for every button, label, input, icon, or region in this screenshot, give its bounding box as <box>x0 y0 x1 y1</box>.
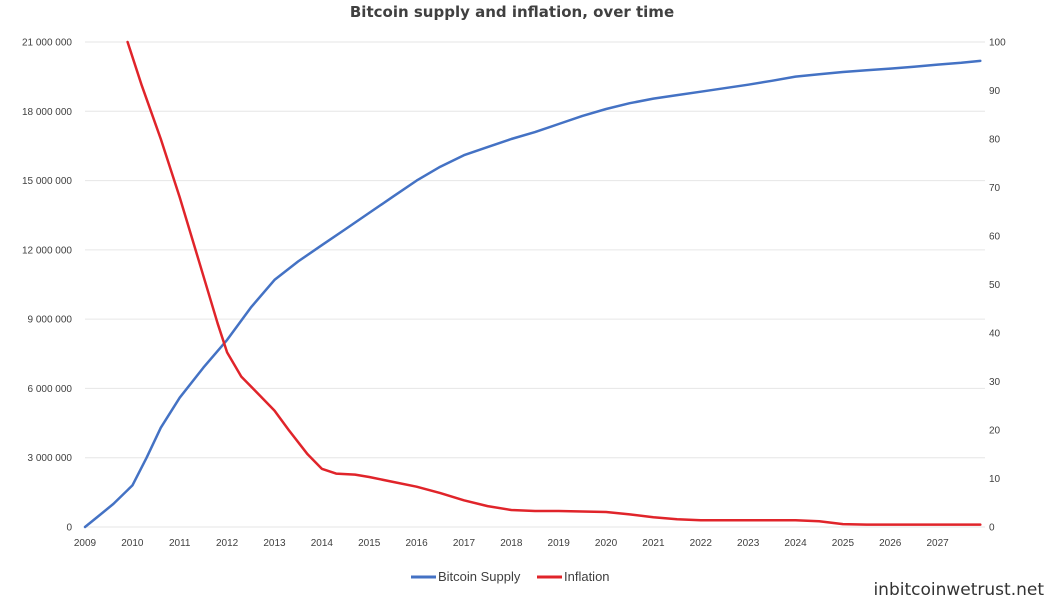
left-axis-tick-label: 9 000 000 <box>28 315 73 326</box>
x-axis-tick-label: 2026 <box>879 538 902 549</box>
left-axis-tick-label: 15 000 000 <box>22 176 72 187</box>
x-axis-tick-label: 2013 <box>263 538 286 549</box>
right-axis-tick-label: 80 <box>989 135 1001 146</box>
x-axis-tick-label: 2027 <box>927 538 950 549</box>
gridlines <box>85 41 985 528</box>
left-axis-tick-label: 18 000 000 <box>22 107 72 118</box>
left-axis-tick-label: 0 <box>66 523 72 534</box>
x-axis-tick-label: 2021 <box>642 538 665 549</box>
x-axis-ticks: 2009 2010 2011 2012 2013 2014 2015 2016 2017 2018… <box>74 538 949 549</box>
x-axis-tick-label: 2018 <box>500 538 523 549</box>
watermark-text: inbitcoinwetrust.net <box>873 580 1044 600</box>
x-axis-tick-label: 2015 <box>358 538 381 549</box>
x-axis-tick-label: 2019 <box>548 538 571 549</box>
left-axis-tick-label: 6 000 000 <box>28 384 73 395</box>
x-axis-tick-label: 2017 <box>453 538 476 549</box>
right-axis-ticks: 0 10 20 30 40 50 60 70 80 90 100 <box>989 38 1006 534</box>
left-axis-ticks: 0 3 000 000 6 000 000 9 000 000 12 000 000 15… <box>22 38 73 534</box>
series-line-bitcoin-supply <box>83 59 982 529</box>
left-axis-tick-label: 12 000 000 <box>22 245 72 256</box>
x-axis-tick-label: 2016 <box>405 538 428 549</box>
right-axis-tick-label: 20 <box>989 426 1001 437</box>
x-axis-tick-label: 2010 <box>121 538 144 549</box>
x-axis-tick-label: 2023 <box>737 538 760 549</box>
x-axis-tick-label: 2022 <box>690 538 713 549</box>
right-axis-tick-label: 70 <box>989 183 1001 194</box>
x-axis-tick-label: 2020 <box>595 538 618 549</box>
x-axis-tick-label: 2011 <box>169 538 191 549</box>
right-axis-tick-label: 50 <box>989 280 1001 291</box>
right-axis-tick-label: 0 <box>989 523 995 534</box>
right-axis-tick-label: 90 <box>989 86 1001 97</box>
series-lines <box>83 40 982 529</box>
legend: Bitcoin Supply Inflation <box>411 569 610 584</box>
legend-label-bitcoin-supply: Bitcoin Supply <box>438 569 521 584</box>
x-axis-tick-label: 2009 <box>74 538 97 549</box>
legend-label-inflation: Inflation <box>564 569 610 584</box>
right-axis-tick-label: 10 <box>989 474 1001 485</box>
right-axis-tick-label: 40 <box>989 329 1001 340</box>
chart-title: Bitcoin supply and inflation, over time <box>350 3 674 21</box>
right-axis-tick-label: 30 <box>989 377 1001 388</box>
left-axis-tick-label: 21 000 000 <box>22 38 72 49</box>
x-axis-tick-label: 2014 <box>311 538 334 549</box>
right-axis-tick-label: 100 <box>989 38 1006 49</box>
x-axis-tick-label: 2012 <box>216 538 239 549</box>
right-axis-tick-label: 60 <box>989 232 1001 243</box>
x-axis-tick-label: 2025 <box>832 538 855 549</box>
series-line-inflation <box>126 40 982 526</box>
left-axis-tick-label: 3 000 000 <box>28 453 73 464</box>
x-axis-tick-label: 2024 <box>784 538 807 549</box>
